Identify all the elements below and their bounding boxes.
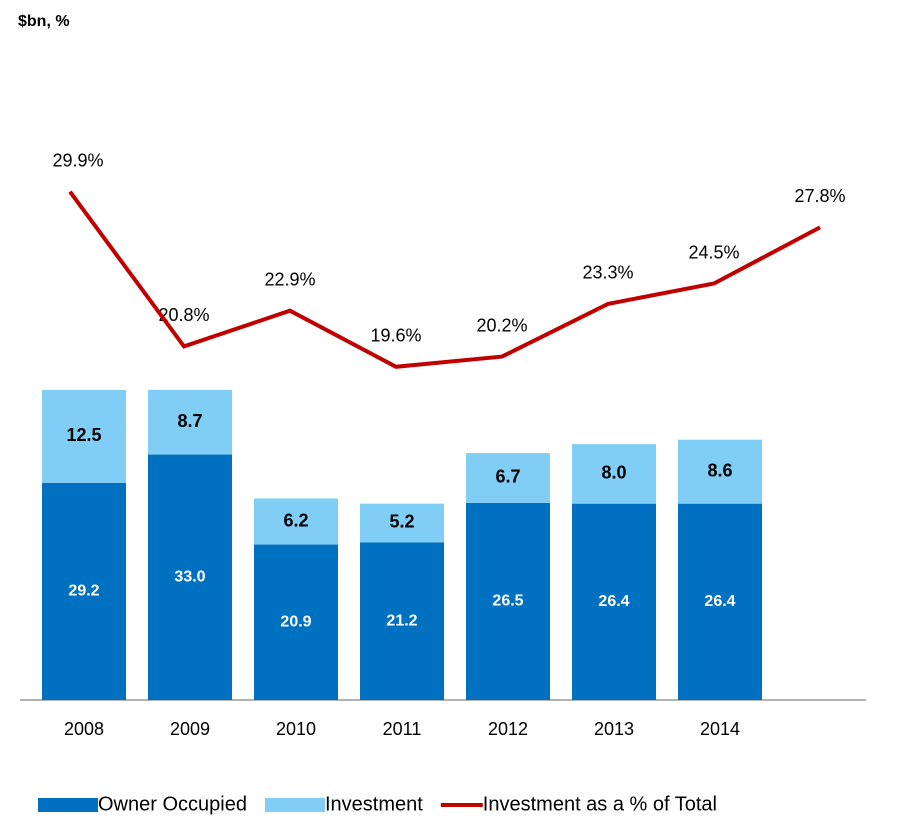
bar — [360, 542, 444, 700]
legend-label: Investment — [325, 793, 423, 815]
bar — [466, 502, 550, 700]
x-tick-label: 2013 — [594, 719, 634, 739]
data-label: 23.3% — [582, 263, 633, 283]
data-label: 26.4 — [704, 593, 735, 610]
legend-label: Owner Occupied — [98, 793, 247, 815]
data-label: 19.6% — [370, 326, 421, 346]
bar — [360, 503, 444, 543]
x-tick-label: 2011 — [383, 719, 422, 739]
line — [68, 190, 821, 369]
bar — [42, 389, 126, 483]
data-label: 12.5 — [66, 425, 101, 445]
bar — [572, 444, 656, 504]
data-label: 26.4 — [598, 593, 629, 610]
data-label: 26.5 — [492, 593, 523, 610]
chart-title: $bn, % — [18, 13, 70, 30]
x-tick-label: 2008 — [64, 719, 104, 739]
data-label: 8.6 — [707, 460, 732, 480]
bar — [42, 482, 126, 700]
data-label: 27.8% — [794, 186, 845, 206]
bar — [678, 503, 762, 700]
data-label: 24.5% — [688, 242, 739, 262]
bar — [572, 503, 656, 700]
data-label: 8.0 — [601, 463, 626, 483]
data-label: 6.2 — [283, 510, 308, 530]
bar — [148, 454, 232, 700]
data-label: 21.2 — [386, 612, 417, 629]
legend-label: Investment as a % of Total — [483, 793, 717, 815]
data-label: 20.2% — [476, 315, 527, 335]
data-label: 33.0 — [174, 569, 205, 586]
x-tick-label: 2014 — [700, 719, 740, 739]
data-label: 20.9 — [280, 613, 311, 630]
data-label: 29.9% — [52, 150, 103, 170]
data-label: 5.2 — [389, 512, 414, 532]
bar — [466, 453, 550, 503]
x-tick-label: 2009 — [170, 719, 210, 739]
bar — [254, 498, 338, 545]
data-label: 22.9% — [264, 269, 315, 289]
data-label: 20.8% — [158, 305, 209, 325]
x-tick-label: 2012 — [488, 719, 528, 739]
bar — [254, 544, 338, 700]
data-label: 6.7 — [495, 467, 520, 487]
bar — [148, 389, 232, 455]
data-label: 29.2 — [68, 583, 99, 600]
legend-swatch — [264, 798, 325, 812]
data-label: 8.7 — [177, 411, 202, 431]
legend-swatch — [38, 798, 98, 812]
bar — [678, 439, 762, 504]
x-tick-label: 2010 — [276, 719, 316, 739]
